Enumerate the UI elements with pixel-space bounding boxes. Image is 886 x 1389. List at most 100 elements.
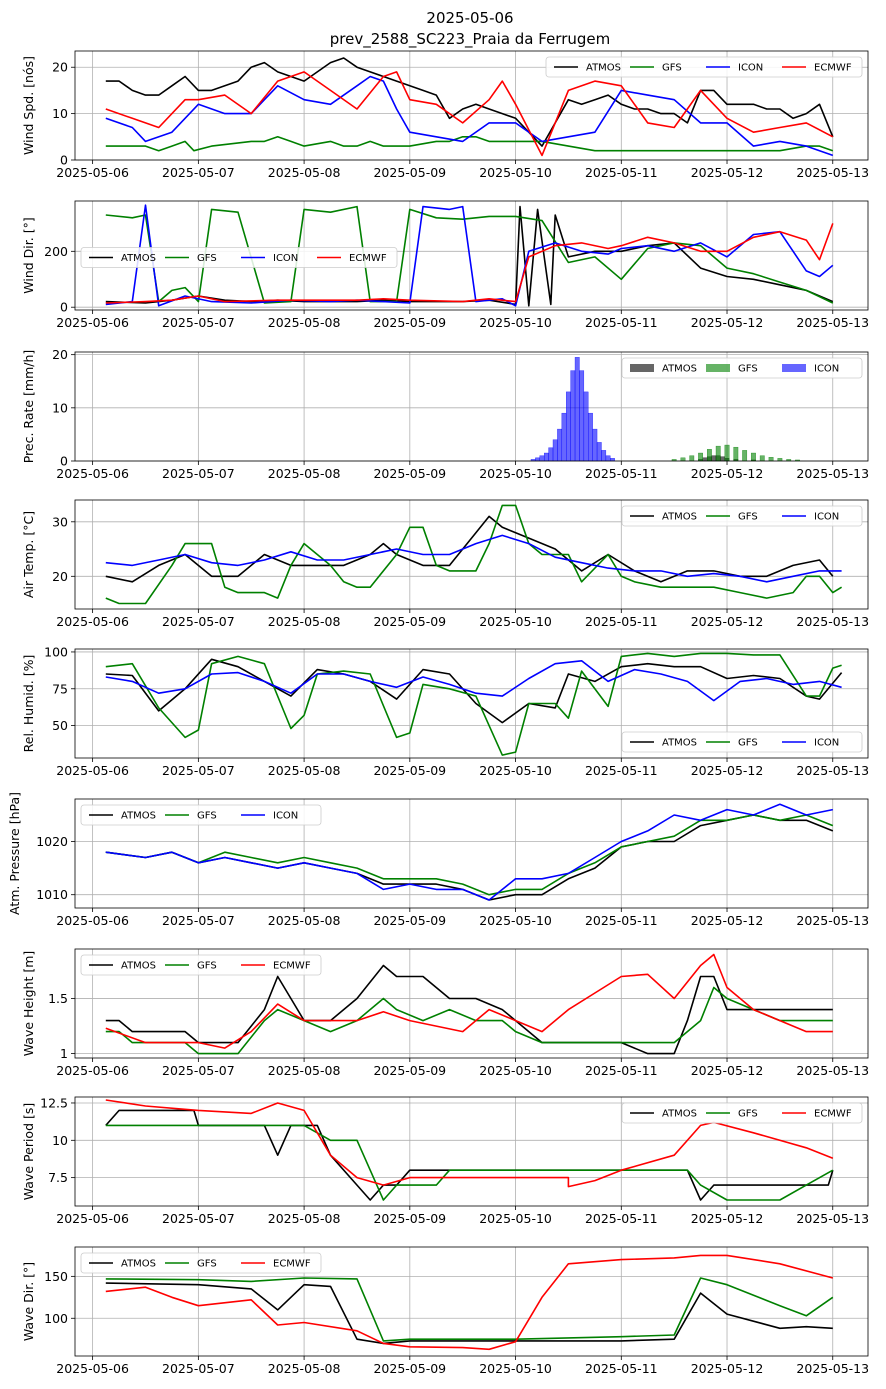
axes-frame [74, 1096, 869, 1207]
x-tick-label: 2025-05-11 [585, 763, 658, 778]
legend-label-atmos: ATMOS [121, 1259, 156, 1270]
legend-label-icon: ICON [738, 63, 763, 74]
axes-frame [74, 1246, 869, 1357]
y-tick-label: 0 [60, 153, 68, 168]
x-tick-label: 2025-05-10 [479, 165, 552, 180]
series-line-atmos [105, 1282, 833, 1345]
axes-frame [74, 499, 869, 610]
series-line-icon [105, 204, 834, 307]
y-tick-label: 7.5 [48, 1170, 68, 1185]
legend-label-ecmwf: ECMWF [814, 63, 852, 74]
y-tick-label: 1020 [36, 834, 68, 849]
legend-label-ecmwf: ECMWF [273, 961, 311, 972]
x-tick-label: 2025-05-13 [796, 913, 869, 928]
bar-icon [583, 391, 589, 461]
series-line-ecmwf [105, 1254, 834, 1351]
x-tick-label: 2025-05-06 [56, 315, 129, 330]
legend-label-atmos: ATMOS [121, 811, 156, 822]
series-line-atmos [105, 658, 843, 724]
x-tick-label: 2025-05-13 [796, 1063, 869, 1078]
plot-area [105, 652, 843, 756]
plot-area [105, 953, 833, 1055]
series-line-gfs [105, 136, 834, 152]
y-tick-label: 100 [44, 644, 68, 659]
legend-label-ecmwf: ECMWF [273, 1259, 311, 1270]
legend-label-atmos: ATMOS [121, 253, 156, 264]
x-tick-label: 2025-05-09 [373, 1063, 446, 1078]
plot-area [105, 204, 834, 307]
y-tick-label: 20 [52, 569, 68, 584]
x-tick-label: 2025-05-06 [56, 1361, 129, 1376]
legend-label-atmos: ATMOS [662, 738, 697, 749]
y-tick-label: 20 [52, 347, 68, 362]
legend-swatch-atmos [630, 364, 654, 372]
bar-gfs [715, 445, 721, 461]
axes-frame [74, 50, 869, 161]
x-tick-label: 2025-05-08 [268, 913, 341, 928]
axes-frame [74, 798, 869, 909]
legend: ATMOS GFS ICON ECMWF [545, 56, 863, 78]
x-tick-label: 2025-05-09 [373, 763, 446, 778]
y-tick-label: 100 [44, 1311, 68, 1326]
axes-frame [74, 648, 869, 759]
legend-label-icon: ICON [814, 738, 839, 749]
x-tick-label: 2025-05-07 [162, 1063, 235, 1078]
x-tick-label: 2025-05-13 [796, 763, 869, 778]
x-tick-label: 2025-05-09 [373, 614, 446, 629]
panel-8: 2025-05-06 2025-05-07 2025-05-08 2025-05-09… [21, 1095, 869, 1226]
x-tick-label: 2025-05-12 [691, 913, 764, 928]
legend-label-ecmwf: ECMWF [814, 1109, 852, 1120]
bar-gfs [698, 452, 703, 461]
series-line-atmos [105, 964, 833, 1055]
y-axis-label: Wave Period [s] [21, 1103, 36, 1201]
series-line-ecmwf [105, 1099, 834, 1188]
panel-1: 2025-05-06 2025-05-07 2025-05-08 2025-05-09… [21, 50, 869, 180]
panel-4: 2025-05-06 2025-05-07 2025-05-08 2025-05-09… [21, 499, 869, 629]
x-tick-label: 2025-05-07 [162, 1361, 235, 1376]
legend-box [621, 357, 863, 379]
x-tick-label: 2025-05-11 [585, 1063, 658, 1078]
series-line-ecmwf [105, 71, 834, 157]
legend-label-gfs: GFS [738, 738, 758, 749]
x-tick-label: 2025-05-09 [373, 466, 446, 481]
series-line-gfs [105, 504, 843, 605]
y-axis-label: Air Temp. [°C] [21, 511, 36, 598]
figure-title-line1: 2025-05-06 [426, 9, 513, 27]
series-line-atmos [105, 1109, 834, 1201]
x-tick-label: 2025-05-11 [585, 1211, 658, 1226]
legend-label-atmos: ATMOS [662, 364, 697, 375]
plot-area [105, 803, 834, 901]
x-tick-label: 2025-05-09 [373, 1361, 446, 1376]
y-axis-label: Wave Height [m] [21, 951, 36, 1057]
axes-frame [74, 948, 869, 1059]
x-tick-label: 2025-05-12 [691, 1211, 764, 1226]
x-tick-label: 2025-05-13 [796, 466, 869, 481]
x-tick-label: 2025-05-10 [479, 1361, 552, 1376]
bar-gfs [742, 450, 748, 461]
axes-frame [74, 200, 869, 311]
x-tick-label: 2025-05-10 [479, 913, 552, 928]
bar-icon [588, 412, 593, 461]
x-tick-label: 2025-05-07 [162, 614, 235, 629]
x-tick-label: 2025-05-07 [162, 763, 235, 778]
legend-label-atmos: ATMOS [586, 63, 621, 74]
axes-frame [74, 351, 869, 462]
bar-gfs [768, 457, 774, 461]
x-tick-label: 2025-05-10 [479, 1211, 552, 1226]
plot-area [105, 1099, 834, 1201]
x-tick-label: 2025-05-11 [585, 315, 658, 330]
x-tick-label: 2025-05-08 [268, 763, 341, 778]
bar-gfs [733, 446, 739, 461]
y-axis-label: Wave Dir. [°] [21, 1262, 36, 1341]
bar-gfs [680, 457, 686, 461]
bar-gfs [689, 455, 695, 461]
legend-box [80, 954, 322, 976]
series-line-atmos [105, 515, 834, 583]
panel-6: 2025-05-06 2025-05-07 2025-05-08 2025-05-09… [7, 792, 869, 928]
panel-2: 2025-05-06 2025-05-07 2025-05-08 2025-05-09… [21, 200, 869, 330]
x-tick-label: 2025-05-07 [162, 913, 235, 928]
y-tick-label: 1010 [36, 887, 68, 902]
legend-swatch-gfs [706, 364, 730, 372]
bar-atmos [711, 455, 717, 461]
